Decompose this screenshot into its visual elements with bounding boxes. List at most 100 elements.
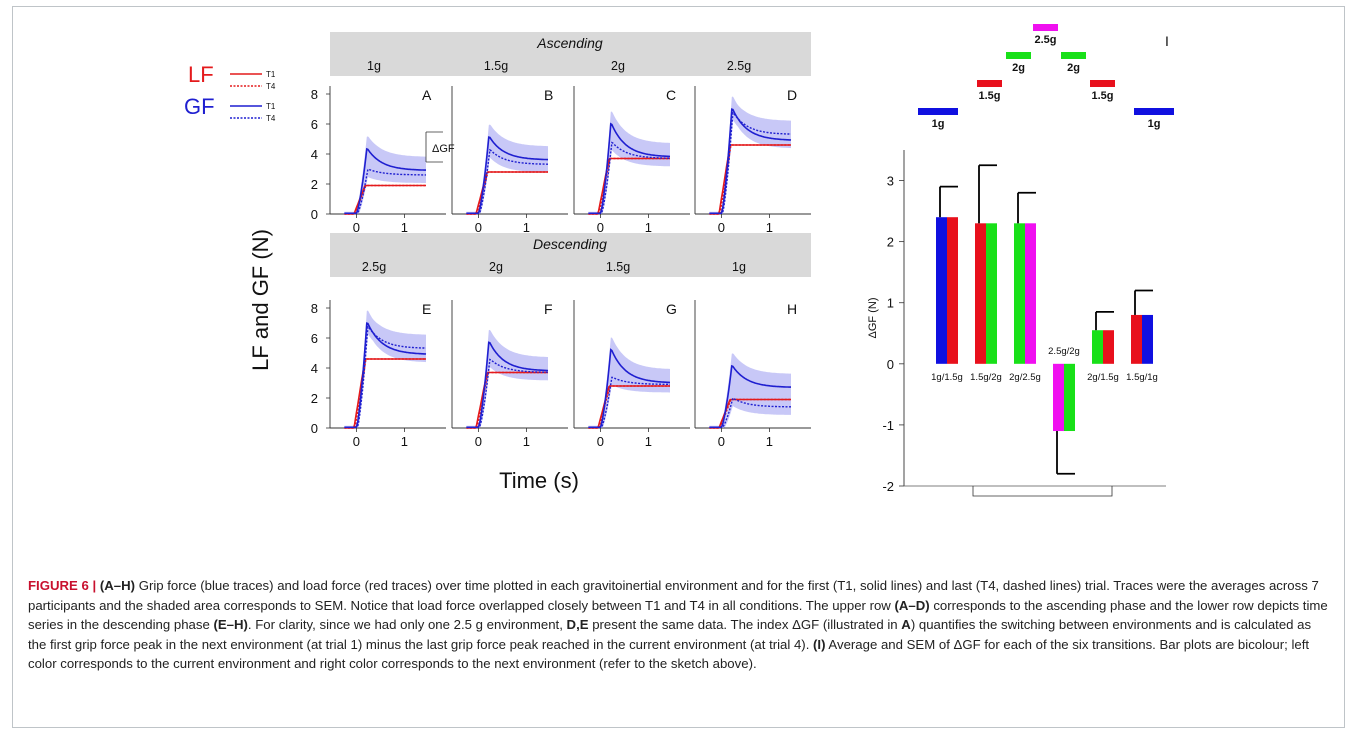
panel-letter-i: I — [1165, 33, 1169, 49]
legend: LF T1 T4 GF T1 T4 — [184, 62, 276, 123]
y-tick-label: 8 — [311, 301, 318, 316]
sketch-env-label: 1g — [1148, 118, 1161, 130]
bar-left-half — [936, 217, 947, 364]
gf-t4-series-line — [588, 141, 670, 214]
sketch-env-label: 1.5g — [978, 90, 1000, 102]
gf-sem-band — [709, 96, 791, 214]
delta-gf-bar-chart: -2 -1 0 1 2 3 ΔGF (N) p<0.001 1g/1.5g 1.5g/2g 2g/2… — [867, 24, 1174, 505]
condition-label: 1g — [367, 59, 381, 73]
lf-t1-series-line — [344, 358, 426, 429]
x-tick-label: 0 — [718, 434, 725, 449]
bar-right-half — [1025, 223, 1036, 364]
significance-annotation: p<0.001 — [1022, 504, 1062, 505]
caption-text-6: Average and SEM of ΔGF for each of the s… — [28, 636, 1310, 672]
bar-y-tick-label: -1 — [882, 418, 894, 433]
panel-letter: D — [787, 87, 797, 103]
sketch-env-bar — [1134, 108, 1174, 115]
bar-left-half — [1131, 314, 1142, 364]
x-tick-label: 0 — [353, 220, 360, 235]
gf-t1-series-line — [466, 341, 548, 429]
figure-6: LF and GF (N) Time (s) LF T1 T4 GF T1 T4… — [184, 24, 1174, 505]
x-tick-label: 1 — [645, 434, 652, 449]
sketch-env-bar — [977, 80, 1002, 87]
delta-gf-annotation: ΔGF — [425, 131, 455, 163]
gf-t1-series-line — [709, 108, 792, 215]
caption-seg-1: (A–H) — [99, 578, 136, 593]
x-tick-label: 1 — [523, 434, 530, 449]
sketch-env-bar — [1090, 80, 1115, 87]
phase-header-band-0 — [330, 32, 811, 76]
bar-category-label: 1g/1.5g — [931, 372, 963, 383]
gf-t1-series-line — [344, 322, 427, 429]
panel-letter: G — [666, 301, 677, 317]
lf-t1-series-line — [588, 157, 670, 215]
bar-category-label: 1.5g/1g — [1126, 372, 1158, 383]
x-axis-label: Time (s) — [499, 468, 579, 493]
bar-category-label: 2.5g/2g — [1048, 346, 1080, 357]
lf-t4-series-line — [466, 371, 548, 429]
phase-header-band-1 — [330, 233, 811, 277]
gf-t1-series-line — [466, 136, 548, 215]
x-tick-label: 0 — [597, 434, 604, 449]
lf-t1-series-line — [466, 371, 548, 429]
caption-seg-3: (E–H) — [213, 617, 248, 633]
bar-category-label: 2g/2.5g — [1009, 372, 1041, 383]
lf-t4-series-line — [344, 358, 426, 429]
gf-t4-series-line — [344, 325, 426, 428]
figure-caption: FIGURE 6 | (A–H) Grip force (blue traces… — [28, 576, 1333, 674]
caption-text-5: ) quantifies the switching between envir… — [28, 617, 1312, 652]
lf-t1-series-line — [466, 171, 548, 215]
legend-gf-label: GF — [184, 94, 215, 119]
delta-gf-label: ΔGF — [432, 143, 455, 155]
lf-t4-series-line — [466, 171, 548, 215]
caption-seg-2: (A–D) — [894, 597, 930, 613]
bar-y-tick-label: 1 — [887, 296, 894, 311]
gf-t4-series-line — [466, 358, 549, 428]
caption-text-3: . For clarity, since we had only one 2.5… — [247, 617, 567, 633]
legend-gf-t1: T1 — [266, 102, 276, 111]
figure-canvas: LF and GF (N) Time (s) LF T1 T4 GF T1 T4… — [184, 24, 1174, 505]
caption-text-2: corresponds to the ascending phase and t… — [28, 597, 1328, 633]
bar-right-half — [947, 217, 958, 364]
bar-right-half — [1142, 314, 1153, 364]
y-tick-label: 0 — [311, 207, 318, 222]
caption-figure-label: FIGURE 6 | — [28, 578, 97, 593]
bar-y-axis-label: ΔGF (N) — [867, 298, 879, 339]
bar-y-tick-label: 3 — [887, 174, 894, 189]
figure-frame — [12, 6, 1345, 728]
x-tick-label: 0 — [597, 220, 604, 235]
phase-title: Ascending — [536, 35, 603, 51]
y-tick-label: 6 — [311, 117, 318, 132]
sketch-env-label: 2.5g — [1034, 34, 1056, 46]
caption-text-4: present the same data. The index ΔGF (il… — [588, 617, 902, 633]
x-tick-label: 1 — [401, 220, 408, 235]
phase-title: Descending — [533, 236, 607, 252]
time-series-panels: Ascending 1g 1.5g 2g 2.5g 0 2 4 6 8 0 1 A 0 1 B 0 1 C 0 1 D De… — [311, 32, 811, 449]
panel-letter: C — [666, 87, 676, 103]
gf-t4-series-line — [466, 148, 548, 214]
bar-right-half — [1064, 363, 1075, 432]
y-tick-label: 4 — [311, 361, 318, 376]
sketch-env-label: 2g — [1012, 62, 1025, 74]
sketch-env-label: 2g — [1067, 62, 1080, 74]
caption-seg-5: A — [901, 617, 911, 633]
caption-seg-4: D,E — [566, 617, 589, 633]
caption-text-1: Grip force (blue traces) and load force … — [28, 578, 1319, 613]
panel-letter: A — [422, 87, 432, 103]
y-tick-label: 8 — [311, 87, 318, 102]
sketch-env-bar — [1006, 52, 1031, 59]
gf-t4-series-line — [588, 376, 670, 428]
y-axis-label: LF and GF (N) — [248, 229, 273, 371]
lf-t4-series-line — [344, 184, 426, 215]
sketch-env-bar — [918, 108, 958, 115]
condition-label: 1.5g — [606, 260, 630, 274]
condition-label: 2g — [611, 59, 625, 73]
condition-label: 2.5g — [362, 260, 386, 274]
panel-letter: E — [422, 301, 431, 317]
bar-right-half — [1103, 330, 1114, 364]
legend-lf-t4: T4 — [266, 82, 276, 91]
gf-t4-series-line — [709, 111, 791, 214]
gf-sem-band — [466, 329, 548, 428]
condition-label: 2g — [489, 260, 503, 274]
lf-t1-series-line — [709, 398, 791, 429]
